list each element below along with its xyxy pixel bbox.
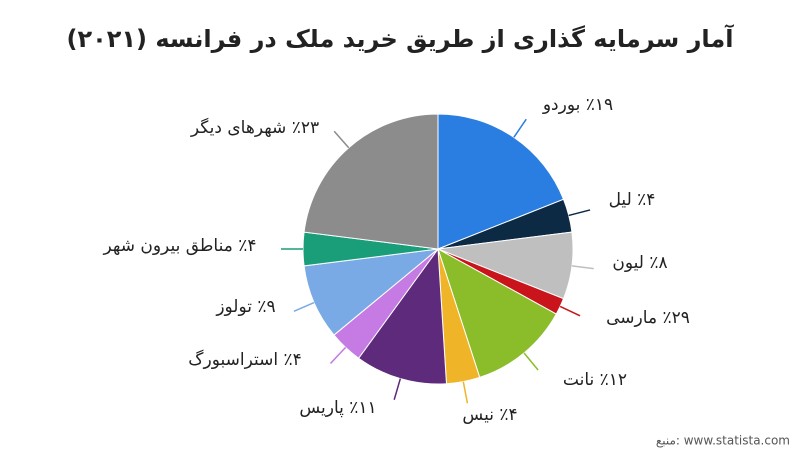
leader-line	[462, 381, 469, 404]
leader-line	[329, 346, 347, 364]
data-label: ٪۱۱ پاریس	[299, 398, 376, 418]
leader-line	[293, 301, 315, 313]
data-label: ٪۹ تولوز	[215, 297, 275, 317]
leader-line	[559, 305, 581, 317]
leader-line	[568, 209, 591, 217]
pie-slice	[303, 113, 439, 250]
leader-line	[523, 352, 539, 371]
data-label: ٪۴ لیل	[609, 190, 656, 210]
pie-slice	[437, 247, 557, 379]
data-label: ٪۴ نیس	[462, 405, 517, 425]
leader-line	[571, 265, 594, 270]
data-label: ٪۸ لیون	[612, 253, 667, 273]
data-label: ٪۲۳ شهرهای دیگر	[190, 117, 319, 138]
data-label: ٪۲۹ مارسی	[606, 308, 690, 328]
chart-title: آمار سرمایه گذاری از طریق خرید ملک در فر…	[66, 24, 734, 53]
source: منبع: www.statista.com	[656, 434, 790, 448]
leader-line	[393, 378, 402, 400]
leader-line	[333, 130, 350, 149]
data-label: ٪۱۹ بوردو	[542, 95, 613, 115]
leader-line	[513, 118, 527, 138]
data-label: ٪۴ مناطق بیرون شهر	[103, 236, 257, 256]
data-label: ٪۱۲ نانت	[563, 370, 627, 390]
pie-slice	[437, 113, 565, 250]
data-label: ٪۴ استراسبورگ	[188, 349, 301, 370]
